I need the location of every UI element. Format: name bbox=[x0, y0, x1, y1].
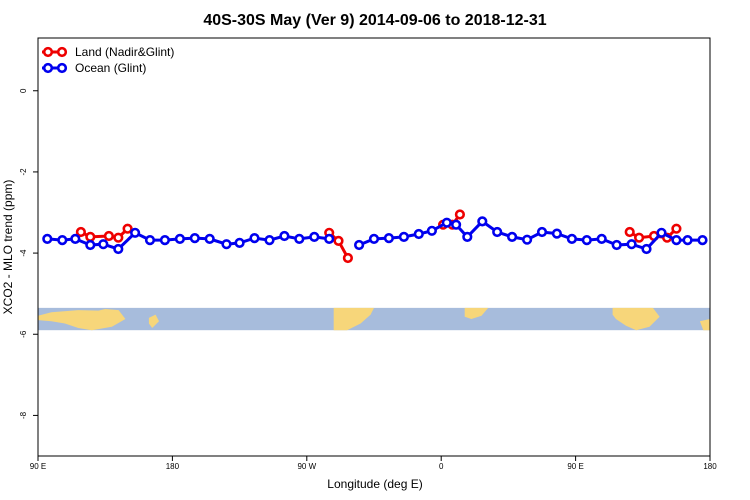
land-point bbox=[633, 232, 645, 243]
land-point bbox=[342, 252, 354, 264]
ocean-point bbox=[354, 239, 365, 251]
ocean-point bbox=[98, 239, 109, 250]
ocean-point bbox=[451, 219, 462, 230]
ocean-point bbox=[413, 228, 424, 240]
land-point bbox=[113, 232, 124, 243]
ocean-point bbox=[536, 226, 548, 238]
ocean-point bbox=[144, 235, 156, 246]
ocean-point bbox=[521, 234, 533, 245]
map-land-2 bbox=[333, 307, 374, 331]
ocean-point bbox=[426, 225, 438, 236]
ocean-point bbox=[70, 233, 81, 244]
ocean-point bbox=[368, 233, 380, 244]
ocean-point bbox=[641, 243, 652, 255]
ocean-point bbox=[159, 235, 170, 246]
x-tick-label: 90 E bbox=[567, 462, 583, 471]
map-land-3 bbox=[464, 307, 489, 319]
ocean-point bbox=[551, 228, 563, 239]
ocean-point bbox=[279, 230, 290, 242]
x-tick-label: 180 bbox=[703, 462, 717, 471]
x-tick-label: 180 bbox=[166, 462, 180, 471]
x-axis-label: Longitude (deg E) bbox=[327, 477, 422, 491]
legend-ocean-label: Ocean (Glint) bbox=[75, 61, 146, 75]
map-strip bbox=[38, 307, 710, 331]
x-axis: 90 E 180 90 W 0 90 E 180 bbox=[30, 456, 717, 471]
ocean-point bbox=[249, 233, 260, 244]
ocean-point bbox=[85, 239, 96, 251]
land-point bbox=[454, 209, 466, 220]
map-land-1 bbox=[148, 314, 159, 328]
legend-land-label: Land (Nadir&Glint) bbox=[75, 45, 174, 59]
ocean-point bbox=[113, 243, 124, 255]
legend: Land (Nadir&Glint) Ocean (Glint) bbox=[42, 45, 174, 75]
plot-frame bbox=[37, 37, 711, 457]
ocean-point bbox=[492, 226, 503, 238]
ocean-point bbox=[566, 233, 578, 244]
map-land-0 bbox=[38, 309, 126, 331]
ocean-point bbox=[309, 231, 320, 242]
y-tick-label: -4 bbox=[19, 249, 28, 257]
ocean-point bbox=[234, 237, 245, 248]
y-tick-label: 0 bbox=[19, 88, 28, 93]
map-land-5 bbox=[699, 319, 710, 331]
land-point bbox=[624, 226, 635, 238]
land-point bbox=[85, 231, 96, 242]
ocean-point bbox=[656, 227, 667, 238]
ocean-point bbox=[671, 235, 682, 246]
ocean-point bbox=[294, 233, 305, 244]
ocean-point bbox=[441, 217, 452, 228]
y-axis-label: XCO2 - MLO trend (ppm) bbox=[1, 180, 15, 315]
ocean-point bbox=[264, 235, 275, 246]
map-land-4 bbox=[612, 307, 660, 331]
ocean-point bbox=[130, 227, 141, 238]
land-point bbox=[103, 230, 114, 242]
ocean-point bbox=[611, 239, 622, 251]
ocean-point bbox=[324, 233, 335, 244]
ocean-point bbox=[581, 235, 592, 246]
y-tick-label: -8 bbox=[19, 411, 28, 419]
land-point bbox=[671, 223, 682, 234]
x-tick-label: 0 bbox=[439, 462, 444, 471]
land-point bbox=[122, 223, 133, 234]
map-strip-ocean bbox=[38, 307, 710, 331]
legend-land-marker bbox=[42, 46, 54, 58]
legend-land-marker bbox=[56, 46, 68, 58]
y-tick-label: -6 bbox=[19, 330, 28, 338]
chart-title: 40S-30S May (Ver 9) 2014-09-06 to 2018-1… bbox=[203, 12, 546, 29]
y-axis: 0 -2 -4 -6 -8 bbox=[19, 88, 38, 419]
ocean-point bbox=[189, 233, 200, 244]
ocean-point bbox=[398, 231, 410, 242]
ocean-point bbox=[221, 239, 232, 250]
land-point bbox=[333, 235, 344, 246]
ocean-point bbox=[682, 235, 693, 246]
ocean-point bbox=[42, 233, 53, 244]
x-tick-label: 90 E bbox=[30, 462, 46, 471]
land-point bbox=[75, 226, 86, 238]
ocean-point bbox=[626, 239, 637, 250]
ocean-point bbox=[204, 233, 215, 244]
legend-ocean-marker bbox=[56, 62, 68, 74]
ocean-point bbox=[477, 216, 488, 227]
ocean-point bbox=[174, 233, 185, 244]
legend-ocean-marker bbox=[42, 62, 54, 74]
ocean-point bbox=[462, 231, 473, 242]
ocean-point bbox=[506, 231, 518, 242]
x-tick-label: 90 W bbox=[297, 462, 316, 471]
series-layer bbox=[42, 209, 708, 264]
ocean-point bbox=[697, 235, 708, 246]
ocean-point bbox=[383, 233, 395, 244]
ocean-point bbox=[596, 233, 607, 244]
y-tick-label: -2 bbox=[19, 168, 28, 176]
ocean-point bbox=[57, 235, 68, 246]
